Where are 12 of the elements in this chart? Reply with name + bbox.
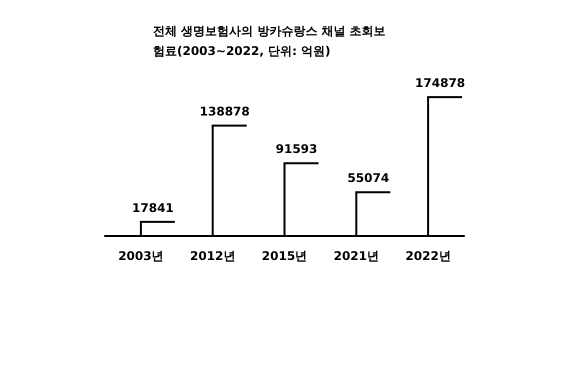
data-label: 174878 (415, 76, 466, 90)
data-label: 55074 (347, 171, 390, 186)
chart-subtitle: 험료(2003~2022, 단위: 억원) (153, 44, 331, 58)
x-tick-label: 2021년 (334, 249, 380, 263)
x-tick-label: 2003년 (118, 249, 164, 263)
data-label: 91593 (276, 142, 318, 156)
x-tick-label: 2022년 (405, 249, 451, 263)
data-label: 17841 (132, 200, 174, 215)
data-label: 138878 (200, 104, 250, 119)
chart-title: 전체 생명보험사의 방카슈랑스 채널 초회보 (153, 24, 386, 38)
x-tick-label: 2012년 (190, 249, 236, 263)
x-tick-label: 2015년 (262, 249, 308, 263)
